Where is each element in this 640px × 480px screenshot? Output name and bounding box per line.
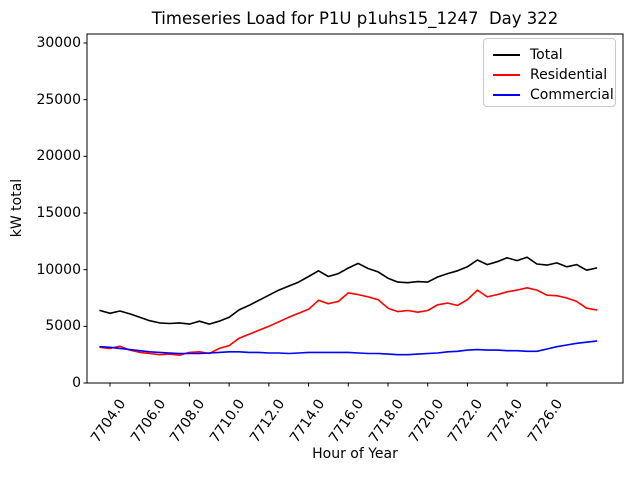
axes-frame [86,33,624,384]
y-tick-label: 0 [72,375,81,391]
y-tick-label: 25000 [36,91,81,108]
series-line-commercial [99,340,598,356]
commercial-line-swatch [493,94,520,96]
legend-item-total: Total [484,45,615,65]
y-tick-label: 15000 [36,205,81,221]
y-tick-label: 10000 [36,261,81,278]
x-axis-label: Hour of Year [312,446,398,462]
y-tick-label: 20000 [36,148,81,165]
series-line-residential [99,286,598,357]
y-tick-label: 30000 [36,35,81,51]
total-line-swatch [493,54,520,56]
residential-line-swatch [493,74,520,76]
legend-item-residential: Residential [484,65,615,85]
legend-item-commercial: Commercial [484,85,615,105]
legend-label: Total [530,47,563,63]
legend: Total Residential Commercial [483,38,616,107]
legend-label: Residential [530,67,608,83]
series-line-total [99,256,598,325]
legend-label: Commercial [530,87,614,103]
y-tick-label: 5000 [45,318,81,335]
chart-title: Timeseries Load for P1U p1uhs15_1247 Day… [151,9,559,28]
